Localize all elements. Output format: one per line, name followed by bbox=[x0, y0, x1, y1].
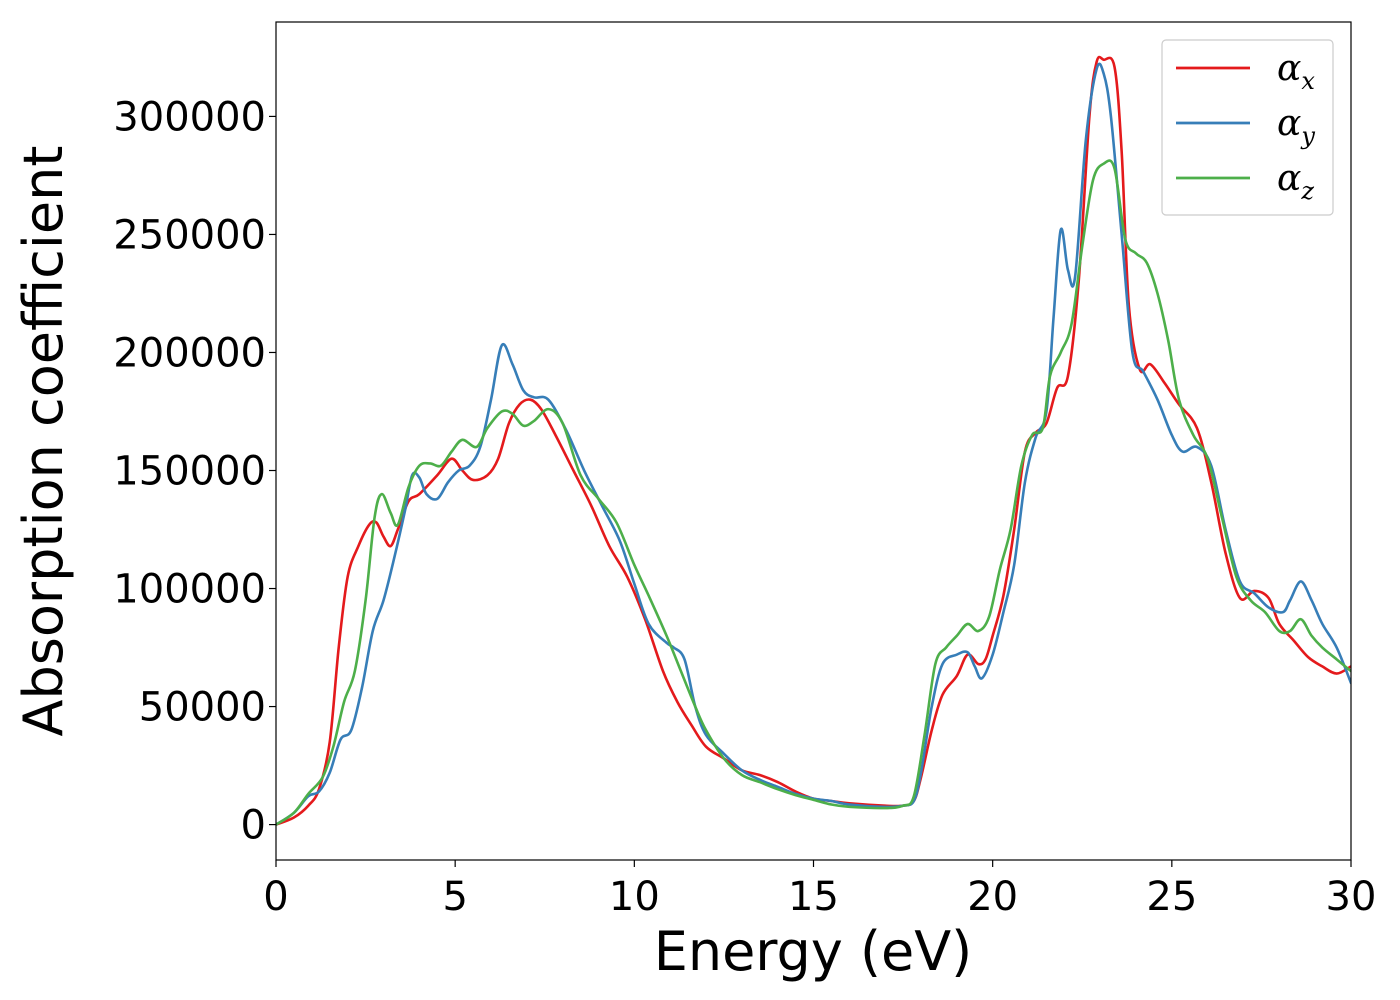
y-tick-label: 150000 bbox=[113, 449, 266, 495]
x-tick-label: 20 bbox=[967, 874, 1018, 920]
y-tick-label: 0 bbox=[241, 803, 266, 849]
legend-label-base: α bbox=[1277, 158, 1301, 199]
legend-label-base: α bbox=[1277, 103, 1301, 144]
x-tick-label: 25 bbox=[1146, 874, 1197, 920]
x-axis: 0 5 10 15 20 25 30 bbox=[263, 860, 1376, 920]
series-line-y bbox=[276, 62, 1351, 826]
series-line-x bbox=[276, 55, 1351, 826]
y-axis: 0 50000 100000 150000 200000 250000 300000 bbox=[113, 94, 276, 849]
series-line-z bbox=[276, 159, 1351, 826]
legend-label-y: αy bbox=[1277, 103, 1315, 150]
y-axis-label: Absorption coefficient bbox=[12, 146, 75, 737]
x-tick-label: 30 bbox=[1326, 874, 1377, 920]
x-tick-label: 0 bbox=[263, 874, 288, 920]
y-tick-label: 200000 bbox=[113, 330, 266, 376]
legend-frame bbox=[1161, 39, 1334, 216]
series-lines bbox=[276, 55, 1351, 826]
x-axis-label: Energy (eV) bbox=[654, 920, 973, 983]
x-tick-label: 10 bbox=[609, 874, 660, 920]
x-tick-label: 15 bbox=[788, 874, 839, 920]
y-tick-label: 100000 bbox=[113, 567, 266, 613]
legend-label-z: αz bbox=[1277, 158, 1314, 205]
legend-label-subscript: x bbox=[1301, 67, 1315, 95]
legend-label-base: α bbox=[1277, 48, 1301, 89]
y-tick-label: 300000 bbox=[113, 94, 266, 140]
legend-label-subscript: y bbox=[1300, 122, 1315, 150]
y-tick-label: 250000 bbox=[113, 212, 266, 258]
legend-label-subscript: z bbox=[1300, 177, 1314, 205]
legend-label-x: αx bbox=[1277, 48, 1315, 95]
y-tick-label: 50000 bbox=[139, 685, 266, 731]
x-tick-label: 5 bbox=[442, 874, 467, 920]
